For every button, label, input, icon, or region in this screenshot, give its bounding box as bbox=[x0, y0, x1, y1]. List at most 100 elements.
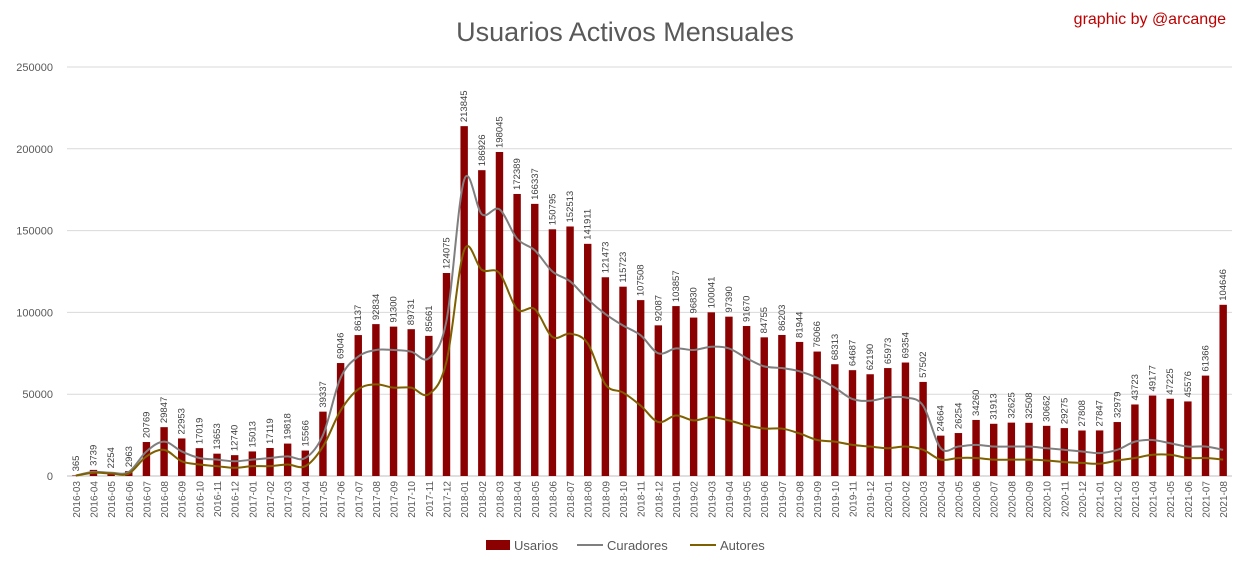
data-label: 32979 bbox=[1112, 392, 1123, 418]
data-label: 141911 bbox=[583, 209, 594, 240]
x-tick-label: 2017-11 bbox=[425, 481, 436, 517]
x-tick-label: 2017-06 bbox=[337, 481, 348, 518]
x-tick-label: 2018-03 bbox=[495, 481, 506, 518]
x-tick-label: 2018-11 bbox=[637, 481, 648, 517]
data-label: 62190 bbox=[865, 344, 876, 370]
data-label: 15566 bbox=[300, 420, 311, 446]
x-tick-label: 2017-10 bbox=[407, 481, 418, 518]
data-label: 84755 bbox=[759, 307, 770, 333]
data-label: 103857 bbox=[671, 270, 682, 302]
x-tick-label: 2017-01 bbox=[248, 481, 259, 518]
y-tick-label: 150000 bbox=[16, 226, 53, 238]
bar bbox=[1148, 395, 1157, 476]
bar bbox=[742, 326, 751, 476]
bar bbox=[1025, 422, 1033, 476]
bar bbox=[901, 362, 910, 476]
bar bbox=[495, 151, 504, 476]
data-label: 198045 bbox=[494, 116, 505, 148]
data-label: 29847 bbox=[159, 397, 170, 423]
bar bbox=[1060, 428, 1069, 476]
y-tick-label: 200000 bbox=[16, 144, 53, 156]
data-label: 76066 bbox=[812, 321, 823, 347]
data-label: 39337 bbox=[318, 381, 329, 407]
x-tick-label: 2016-04 bbox=[89, 481, 100, 518]
data-label: 24664 bbox=[936, 405, 947, 431]
bar bbox=[230, 455, 239, 476]
data-label: 186926 bbox=[477, 134, 488, 166]
data-label: 365 bbox=[71, 456, 82, 472]
data-label: 124075 bbox=[442, 237, 453, 269]
x-tick-label: 2018-10 bbox=[619, 481, 630, 518]
x-tick-label: 2020-10 bbox=[1043, 481, 1054, 518]
x-tick-label: 2021-03 bbox=[1131, 481, 1142, 518]
data-label: 69354 bbox=[900, 332, 911, 358]
x-tick-label: 2021-05 bbox=[1166, 481, 1177, 518]
bar bbox=[513, 193, 521, 476]
data-label: 100041 bbox=[706, 277, 717, 309]
bar bbox=[1201, 375, 1210, 476]
x-tick-label: 2019-04 bbox=[725, 481, 736, 518]
x-tick-label: 2016-08 bbox=[160, 481, 171, 518]
x-tick-label: 2016-09 bbox=[178, 481, 189, 518]
x-tick-label: 2019-02 bbox=[690, 481, 701, 518]
data-label: 32508 bbox=[1024, 392, 1035, 418]
chart-title: Usuarios Activos Mensuales bbox=[456, 17, 794, 47]
bar bbox=[248, 451, 257, 476]
x-tick-label: 2019-11 bbox=[848, 481, 859, 517]
x-tick-label: 2019-10 bbox=[831, 481, 842, 518]
x-tick-label: 2020-11 bbox=[1060, 481, 1071, 517]
x-tick-label: 2020-05 bbox=[954, 481, 965, 518]
x-tick-label: 2018-08 bbox=[584, 481, 595, 518]
data-label: 26254 bbox=[953, 403, 964, 429]
x-tick-label: 2019-03 bbox=[707, 481, 718, 518]
x-tick-label: 2020-06 bbox=[972, 481, 983, 518]
bar bbox=[548, 229, 557, 476]
x-tick-label: 2018-06 bbox=[548, 481, 559, 518]
data-label: 86137 bbox=[353, 305, 364, 331]
data-label: 12740 bbox=[230, 425, 241, 451]
y-tick-label: 250000 bbox=[16, 62, 53, 74]
bar bbox=[442, 273, 451, 476]
legend-swatch-usarios bbox=[486, 540, 510, 550]
x-tick-label: 2017-03 bbox=[284, 481, 295, 518]
x-tick-label: 2019-07 bbox=[778, 481, 789, 518]
bar bbox=[178, 438, 186, 476]
x-tick-label: 2020-09 bbox=[1025, 481, 1036, 518]
data-labels: 365 3739 2254 2963 20769 29847 22953 17019 13653… bbox=[71, 90, 1229, 471]
data-label: 2254 bbox=[106, 447, 117, 468]
x-tick-label: 2017-07 bbox=[354, 481, 365, 518]
data-label: 43723 bbox=[1130, 374, 1141, 400]
data-label: 115723 bbox=[618, 252, 629, 283]
x-tick-label: 2016-03 bbox=[72, 481, 83, 518]
x-tick-label: 2019-05 bbox=[743, 481, 754, 518]
bar bbox=[954, 433, 963, 476]
data-label: 166337 bbox=[530, 168, 541, 200]
data-label: 152513 bbox=[565, 191, 576, 223]
bar bbox=[389, 326, 398, 476]
bar bbox=[1184, 401, 1192, 476]
data-label: 64687 bbox=[847, 340, 858, 366]
line-curadores bbox=[75, 175, 1224, 477]
x-tick-label: 2016-05 bbox=[107, 481, 118, 518]
data-label: 92834 bbox=[371, 294, 382, 320]
data-label: 86203 bbox=[777, 305, 788, 331]
bar bbox=[848, 370, 857, 476]
x-tick-label: 2018-07 bbox=[566, 481, 577, 518]
x-axis-ticks: 2016-03 2016-04 2016-05 2016-06 2016-07 2016-… bbox=[72, 481, 1230, 518]
data-label: 89731 bbox=[406, 299, 417, 325]
bar bbox=[1078, 430, 1086, 476]
bar bbox=[795, 341, 804, 476]
data-label: 91300 bbox=[389, 296, 400, 322]
data-label: 96830 bbox=[689, 287, 700, 313]
bar bbox=[1042, 425, 1051, 476]
x-tick-label: 2016-11 bbox=[213, 481, 224, 517]
bar bbox=[160, 427, 168, 476]
x-tick-label: 2020-02 bbox=[901, 481, 912, 518]
data-label: 32625 bbox=[1006, 392, 1017, 418]
data-label: 57502 bbox=[918, 352, 929, 378]
data-label: 68313 bbox=[830, 334, 841, 360]
data-label: 34260 bbox=[971, 390, 982, 416]
bar bbox=[760, 337, 768, 476]
bar bbox=[319, 411, 327, 476]
bar bbox=[972, 419, 980, 476]
